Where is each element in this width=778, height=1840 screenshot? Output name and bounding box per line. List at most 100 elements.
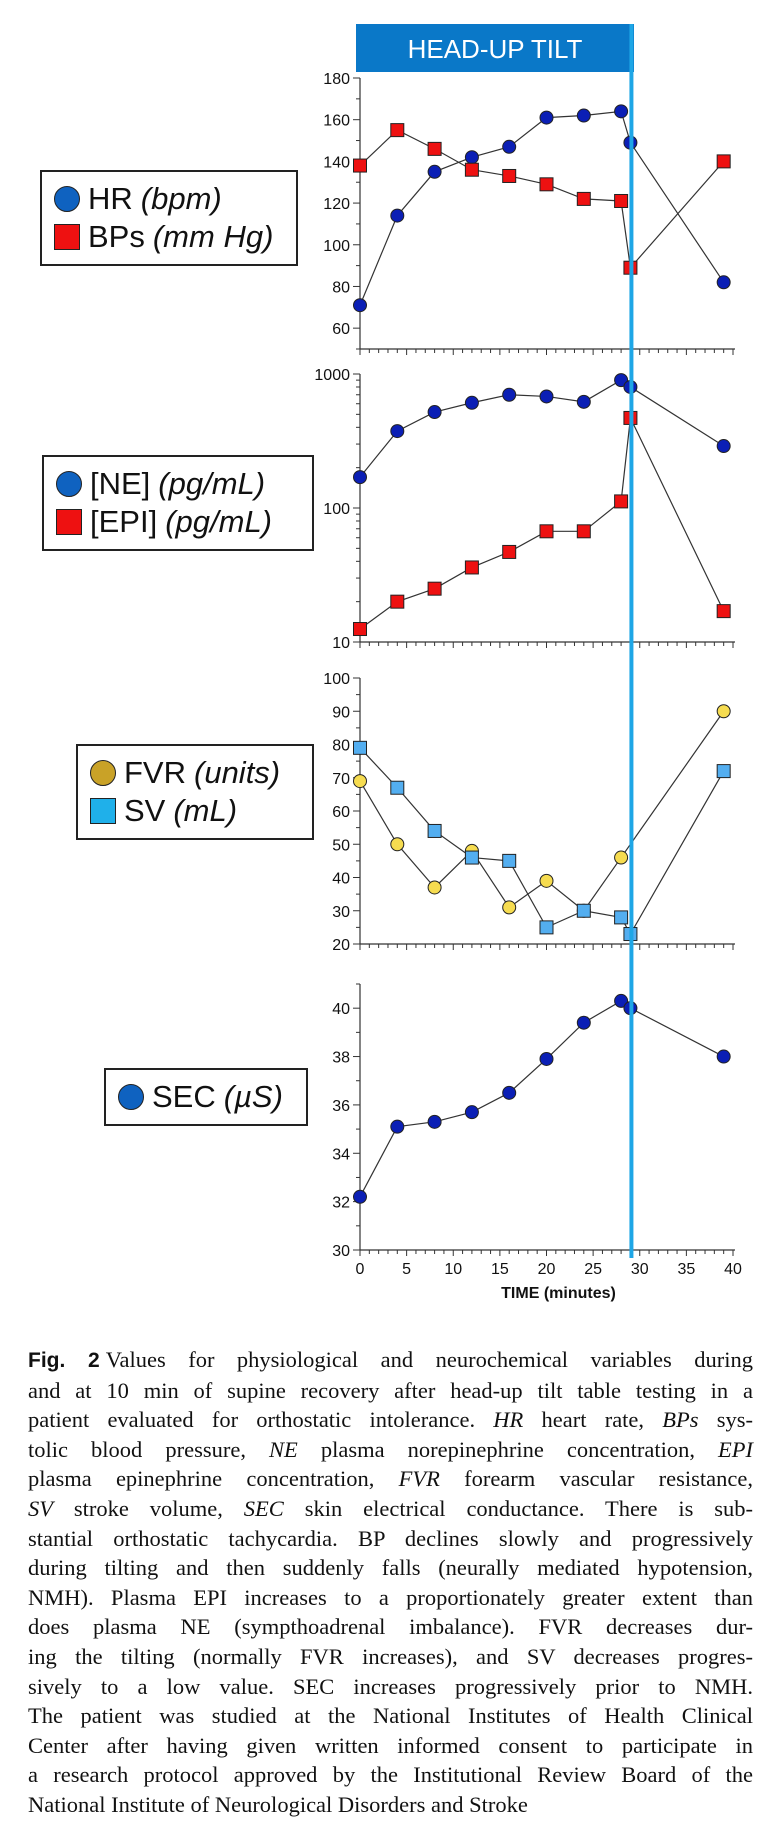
circle-marker-icon (118, 1084, 144, 1110)
legend-label: BPs (88, 219, 145, 254)
caption-text: sys- (698, 1407, 753, 1433)
series-hr (353, 104, 731, 313)
y-tick-label: 80 (332, 279, 350, 296)
data-point (716, 604, 731, 619)
legend-label: [NE] (90, 466, 151, 501)
caption-line: Center after having given written inform… (28, 1731, 753, 1761)
caption-text: National Institute of Neurological Disor… (28, 1791, 528, 1817)
y-tick-label: 60 (332, 804, 350, 821)
y-tick-label: 100 (323, 238, 350, 255)
caption-text: plasma epinephrine concentration, (28, 1466, 399, 1492)
legend-label: FVR (124, 755, 186, 790)
data-point (539, 920, 554, 935)
legend-item-sec: SEC (µS) (118, 1078, 292, 1116)
x-tick-label: 15 (491, 1261, 509, 1278)
caption-line: ing the tilting (normally FVR increases)… (28, 1642, 753, 1672)
data-point (427, 581, 442, 596)
legend-item-ne: [NE] (pg/mL) (56, 465, 298, 503)
data-point (716, 764, 731, 779)
figure: HEAD-UP TILT 60 80 100 120 140 160 180 10 100 1000… (40, 24, 742, 1302)
y-tick-label: 60 (332, 321, 350, 338)
y-tick-label: 30 (332, 904, 350, 921)
legend-unit: (µS) (223, 1079, 283, 1114)
caption-line: National Institute of Neurological Disor… (28, 1790, 753, 1820)
data-point (353, 158, 367, 173)
legend-item-fvr: FVR (units) (90, 754, 298, 792)
data-point (539, 177, 554, 192)
series-line (359, 129, 725, 270)
data-point (464, 162, 479, 177)
caption-text: plasma norepinephrine concentration, (297, 1436, 719, 1462)
legend-sec: SEC (µS) (104, 1068, 308, 1126)
caption-text: heart rate, (523, 1407, 663, 1433)
legend-unit: (mm Hg) (152, 219, 274, 254)
caption-abbreviation: HR (493, 1407, 524, 1433)
data-point (502, 1085, 517, 1100)
square-marker-icon (54, 224, 80, 250)
caption-text: ing the tilting (normally FVR increases)… (28, 1643, 753, 1669)
series-sec (353, 993, 731, 1204)
caption-line: stantial orthostatic tachycardia. BP dec… (28, 1524, 753, 1554)
panel-3: 20 30 40 50 60 70 80 90 100 (323, 671, 735, 954)
data-point (539, 110, 554, 125)
y-tick-label: 180 (323, 71, 350, 88)
caption-line: NMH). Plasma EPI increases to a proporti… (28, 1583, 753, 1613)
caption-text: stroke volume, (53, 1495, 244, 1521)
y-tick-label: 120 (323, 196, 350, 213)
legend-item-bps: BPs (mm Hg) (54, 218, 282, 256)
caption-text: sively to a low value. SEC increases pro… (28, 1673, 753, 1699)
caption-text: a research protocol approved by the Inst… (28, 1762, 753, 1788)
series-line (359, 747, 725, 936)
legend-unit: (bpm) (140, 181, 222, 216)
data-point (464, 560, 479, 575)
figure-label: Fig. 2 (28, 1349, 100, 1372)
caption-text: and at 10 min of supine recovery after h… (28, 1377, 753, 1403)
legend-unit: (mL) (173, 793, 238, 828)
data-point (502, 853, 517, 868)
data-point (353, 774, 367, 789)
caption-line: and at 10 min of supine recovery after h… (28, 1376, 753, 1406)
x-tick-label: 35 (677, 1261, 695, 1278)
data-point (427, 141, 442, 156)
caption-text: Center after having given written inform… (28, 1732, 753, 1758)
y-tick-label: 80 (332, 738, 350, 755)
y-tick-label: 140 (323, 154, 350, 171)
data-point (614, 494, 629, 509)
caption-abbreviation: NE (269, 1436, 298, 1462)
panel-2: 10 100 1000 (314, 367, 735, 652)
legend-unit: (pg/mL) (158, 466, 266, 501)
data-point (576, 1015, 591, 1030)
y-tick-label: 32 (332, 1195, 350, 1212)
y-tick-label: 20 (332, 937, 350, 954)
data-point (576, 191, 591, 206)
data-point (390, 594, 405, 609)
data-point (614, 193, 629, 208)
y-tick-label: 36 (332, 1098, 350, 1115)
circle-marker-icon (90, 760, 116, 786)
caption-line: during tilting and then suddenly falls (… (28, 1553, 753, 1583)
caption-line: SV stroke volume, SEC skin electrical co… (28, 1494, 753, 1524)
data-point (427, 405, 442, 420)
legend-label: SEC (152, 1079, 216, 1114)
data-point (390, 780, 405, 795)
data-point (427, 1114, 442, 1129)
data-point (464, 150, 479, 165)
series-line (359, 415, 725, 630)
panel-4: 30 32 34 36 38 40 0 5 10 15 20 25 30 35 40 TIME (minute… (332, 983, 742, 1302)
caption-line: plasma epinephrine concentration, FVR fo… (28, 1464, 753, 1494)
y-tick-label: 160 (323, 113, 350, 130)
data-point (716, 439, 731, 454)
caption-abbreviation: FVR (398, 1466, 440, 1492)
y-tick-label: 40 (332, 871, 350, 888)
caption-text: Values for physiological and neurochemic… (105, 1347, 754, 1372)
caption-text: forearm vascular resistance, (439, 1466, 753, 1492)
caption-line: tolic blood pressure, NE plasma norepine… (28, 1435, 753, 1465)
data-point (716, 275, 731, 290)
series-sv (353, 740, 731, 942)
data-point (614, 104, 629, 119)
y-tick-label: 34 (332, 1146, 350, 1163)
caption-line: patient evaluated for orthostatic intole… (28, 1405, 753, 1435)
data-point (614, 993, 629, 1008)
data-point (576, 108, 591, 123)
caption-abbreviation: BPs (662, 1407, 699, 1433)
